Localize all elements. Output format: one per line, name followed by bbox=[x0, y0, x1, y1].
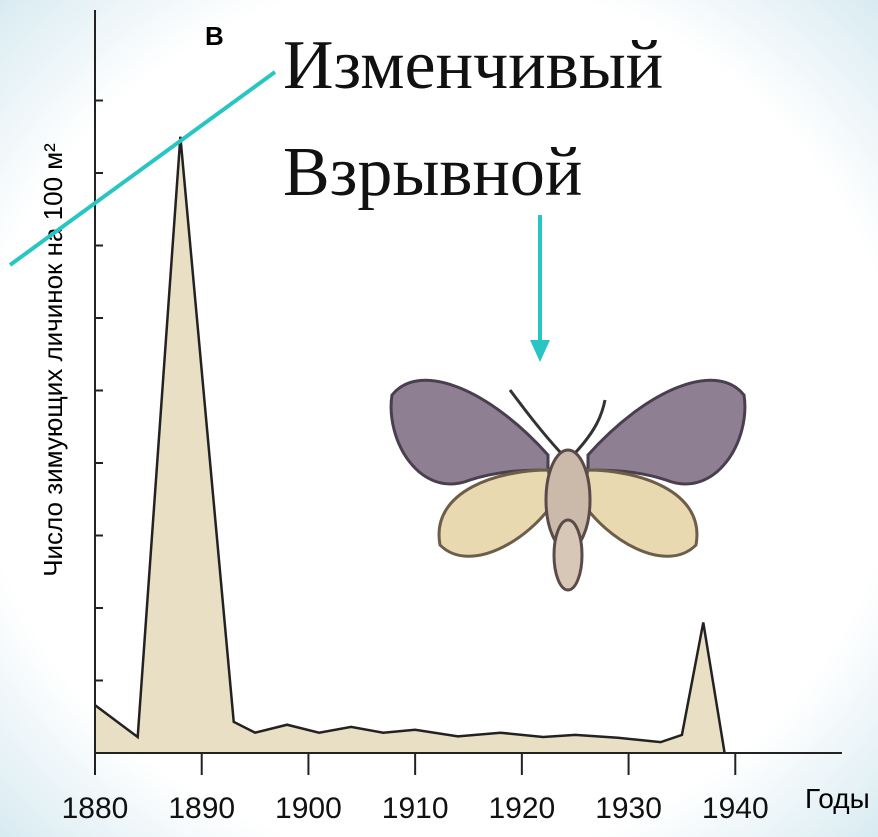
annotation: Изменчивый bbox=[283, 27, 663, 104]
x-axis-label: Годы bbox=[805, 783, 870, 814]
page: {"chart_data": {"type": "area", "ylabel"… bbox=[0, 0, 878, 837]
x-tick-label: 1890 bbox=[168, 792, 235, 825]
chart: 1880 1890 1900 1910 1920 1930 1940 Число зимую… bbox=[0, 0, 878, 837]
x-tick-label: 1880 bbox=[62, 792, 129, 825]
x-tick-label: 1930 bbox=[595, 792, 662, 825]
y-axis-label: Число зимующих личинок на 100 м² bbox=[38, 143, 68, 577]
x-tick-label: 1920 bbox=[488, 792, 555, 825]
annotation: Взрывной bbox=[283, 134, 582, 211]
panel-letter: В bbox=[205, 21, 224, 51]
x-tick-label: 1940 bbox=[702, 792, 769, 825]
x-tick-label: 1910 bbox=[382, 792, 449, 825]
x-tick-label: 1900 bbox=[275, 792, 342, 825]
